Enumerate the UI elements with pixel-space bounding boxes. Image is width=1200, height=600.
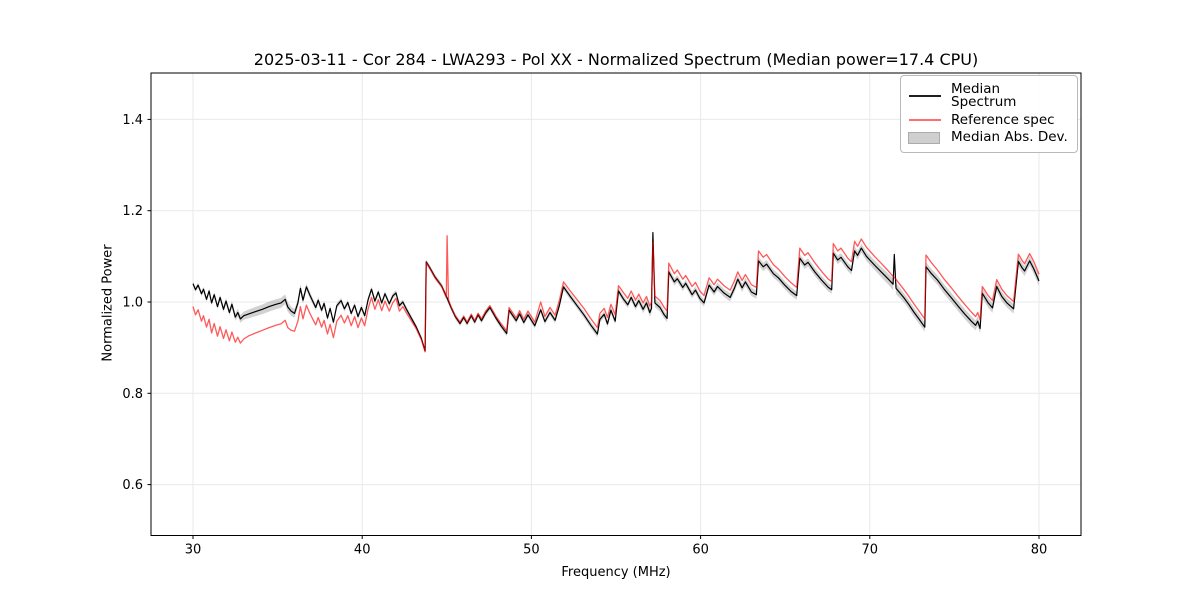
legend-label-median-abs-dev: Median Abs. Dev. [951, 129, 1068, 146]
legend-item-median-abs-dev: Median Abs. Dev. [908, 131, 1069, 145]
y-tick-label-1.2: 1.2 [122, 204, 143, 219]
legend: Median Spectrum Reference spec Median Ab… [900, 75, 1078, 153]
legend-swatch-mad-patch [908, 131, 942, 145]
legend-item-reference-spec: Reference spec [908, 113, 1069, 127]
y-tick-label-1.0: 1.0 [122, 296, 143, 311]
axes-spines [150, 72, 1082, 536]
median-spectrum-line [192, 232, 1040, 352]
reference-spec-line [192, 235, 1040, 353]
x-tick-label-70: 70 [862, 543, 879, 558]
x-tick-label-50: 50 [523, 543, 540, 558]
chart-title: 2025-03-11 - Cor 284 - LWA293 - Pol XX -… [253, 50, 979, 69]
y-tick-label-0.6: 0.6 [122, 478, 143, 493]
legend-swatch-median-line [908, 89, 942, 103]
x-tick-label-60: 60 [692, 543, 709, 558]
y-tick-label-1.4: 1.4 [122, 113, 143, 128]
x-tick-label-80: 80 [1031, 543, 1048, 558]
legend-swatch-reference-line [908, 113, 942, 127]
legend-item-median-spectrum: Median Spectrum [908, 80, 1069, 111]
mad-band [193, 228, 1039, 354]
x-axis-label: Frequency (MHz) [561, 565, 671, 580]
legend-label-median-spectrum: Median Spectrum [951, 80, 1017, 111]
x-tick-label-30: 30 [185, 543, 202, 558]
legend-label-reference-spec: Reference spec [951, 111, 1055, 128]
y-tick-label-0.8: 0.8 [122, 387, 143, 402]
x-tick-label-40: 40 [354, 543, 371, 558]
y-axis-label: Normalized Power [100, 244, 116, 362]
